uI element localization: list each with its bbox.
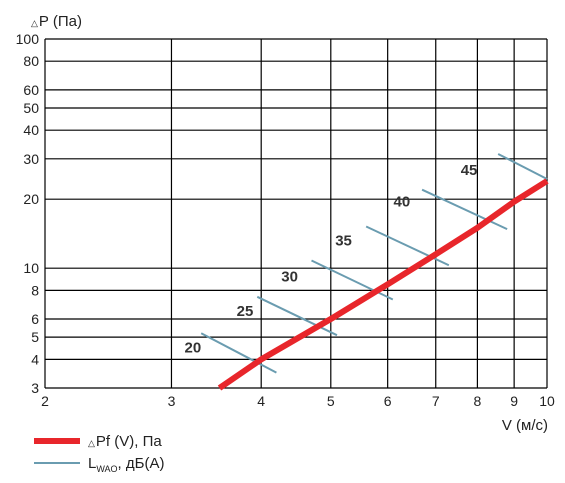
y-tick-label: 5: [31, 329, 39, 345]
y-tick-label: 3: [31, 380, 39, 396]
noise-label-35: 35: [335, 233, 352, 250]
y-tick-label: 60: [23, 82, 39, 98]
noise-label-40: 40: [394, 194, 411, 211]
legend-label-lwao: LWAO, дБ(А): [88, 455, 164, 474]
noise-label-45: 45: [461, 162, 478, 179]
y-tick-label: 20: [23, 191, 39, 207]
legend: △Pf (V), Па LWAO, дБ(А): [34, 433, 164, 474]
y-axis-title: △P (Па): [31, 13, 82, 30]
x-tick-label: 10: [539, 393, 555, 409]
noise-line-25: [256, 295, 338, 337]
x-tick-label: 3: [168, 393, 176, 409]
y-tick-label: 40: [23, 122, 39, 138]
legend-label-pf: △Pf (V), Па: [88, 433, 162, 450]
y-tick-label: 8: [31, 282, 39, 298]
x-tick-label: 5: [327, 393, 335, 409]
noise-label-25: 25: [237, 303, 254, 320]
x-tick-label: 4: [257, 393, 265, 409]
x-axis-title: V (м/с): [502, 417, 548, 434]
noise-line-45: [497, 153, 548, 180]
y-tick-label: 10: [23, 260, 39, 276]
noise-line-20: [200, 332, 277, 374]
noise-label-30: 30: [281, 268, 298, 285]
x-tick-label: 7: [432, 393, 440, 409]
noise-line-40: [421, 188, 508, 231]
grid: [44, 38, 548, 389]
x-tick-label: 6: [384, 393, 392, 409]
y-tick-label: 50: [23, 100, 39, 116]
y-tick-label: 100: [16, 31, 40, 47]
y-tick-label: 6: [31, 311, 39, 327]
noise-line-35: [365, 225, 450, 267]
y-tick-labels: 3 4 5 6 8 10 20 30 40 50 60 80 100: [16, 31, 40, 396]
y-tick-label: 4: [31, 351, 39, 367]
x-tick-label: 2: [41, 393, 49, 409]
noise-line-30: [311, 259, 394, 301]
series-line-pf: [217, 178, 549, 391]
noise-lines: 20 25 30 35 40 45: [185, 153, 548, 374]
y-tick-label: 80: [23, 53, 39, 69]
series-lines: [217, 178, 549, 391]
x-tick-label: 9: [510, 393, 518, 409]
y-tick-label: 30: [23, 151, 39, 167]
x-tick-labels: 2 3 4 5 6 7 8 9 10: [41, 393, 555, 409]
noise-label-20: 20: [185, 340, 202, 357]
x-tick-label: 8: [474, 393, 482, 409]
